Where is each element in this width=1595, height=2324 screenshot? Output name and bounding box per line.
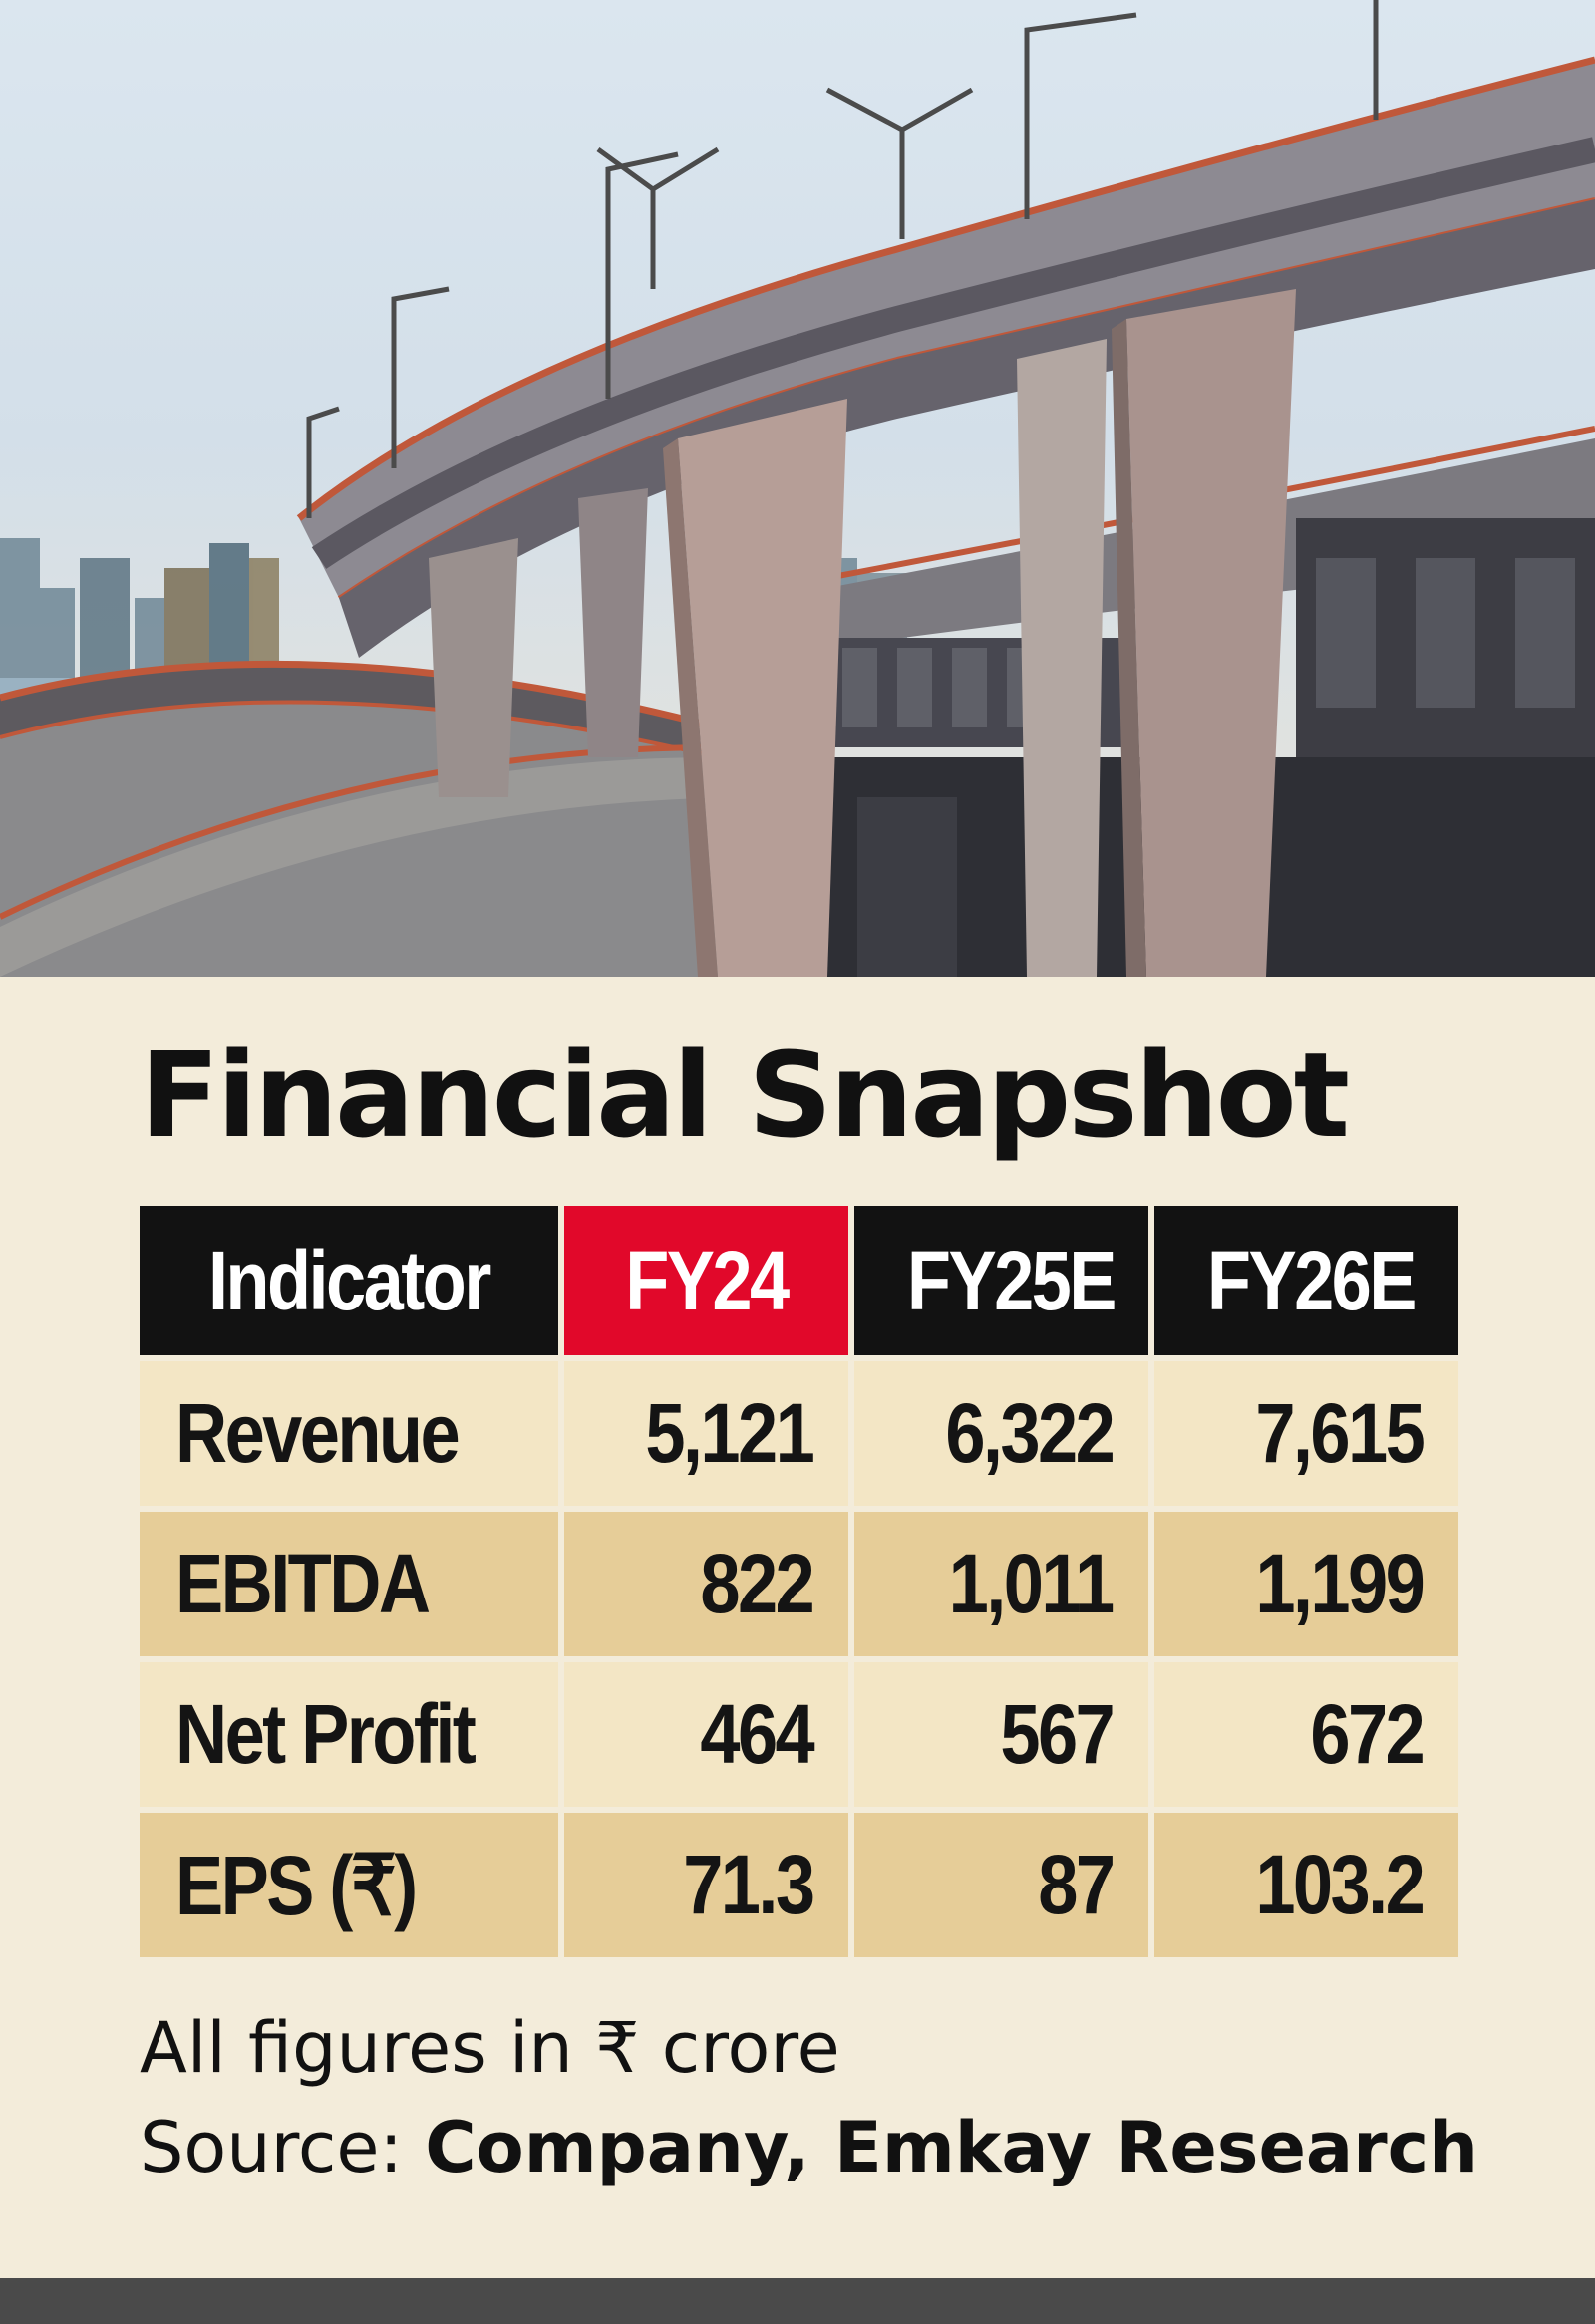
table-row-eps: EPS (₹) 71.3 87 103.2 <box>140 1813 1458 1957</box>
table-cell: 822 <box>564 1512 848 1656</box>
flyover-illustration <box>0 0 1595 977</box>
table-header-row: Indicator FY24 FY25E FY26E <box>140 1206 1458 1355</box>
row-label: EPS (₹) <box>140 1813 558 1957</box>
table-cell: 464 <box>564 1662 848 1807</box>
street-lamps <box>306 0 1379 518</box>
table-cell: 71.3 <box>564 1813 848 1957</box>
table-cell: 103.2 <box>1154 1813 1458 1957</box>
table-row-ebitda: EBITDA 822 1,011 1,199 <box>140 1512 1458 1656</box>
table-cell: 1,011 <box>854 1512 1148 1656</box>
row-label: EBITDA <box>140 1512 558 1656</box>
row-label: Revenue <box>140 1361 558 1506</box>
table-cell: 87 <box>854 1813 1148 1957</box>
units-note: All figures in ₹ crore <box>140 2007 840 2089</box>
source-line: Source: Company, Emkay Research <box>140 2113 1478 2182</box>
row-label: Net Profit <box>140 1662 558 1807</box>
table-cell: 672 <box>1154 1662 1458 1807</box>
table-row-net-profit: Net Profit 464 567 672 <box>140 1662 1458 1807</box>
source-value: Company, Emkay Research <box>425 2107 1479 2188</box>
table-row-revenue: Revenue 5,121 6,322 7,615 <box>140 1361 1458 1506</box>
financial-snapshot-table: Indicator FY24 FY25E FY26E Revenue 5,121… <box>134 1200 1464 1963</box>
table-cell: 7,615 <box>1154 1361 1458 1506</box>
table-cell: 5,121 <box>564 1361 848 1506</box>
column-header-fy24: FY24 <box>564 1206 848 1355</box>
bridge-pillars <box>429 289 1296 977</box>
bottom-bar <box>0 2278 1595 2324</box>
bridge-illustration-svg <box>0 0 1595 977</box>
table-cell: 567 <box>854 1662 1148 1807</box>
column-header-indicator: Indicator <box>140 1206 558 1355</box>
page-title: Financial Snapshot <box>140 1026 1350 1164</box>
column-header-fy25e: FY25E <box>854 1206 1148 1355</box>
table-cell: 1,199 <box>1154 1512 1458 1656</box>
column-header-fy26e: FY26E <box>1154 1206 1458 1355</box>
table-cell: 6,322 <box>854 1361 1148 1506</box>
source-label: Source: <box>140 2107 404 2188</box>
lower-ramp-edge <box>0 664 718 757</box>
